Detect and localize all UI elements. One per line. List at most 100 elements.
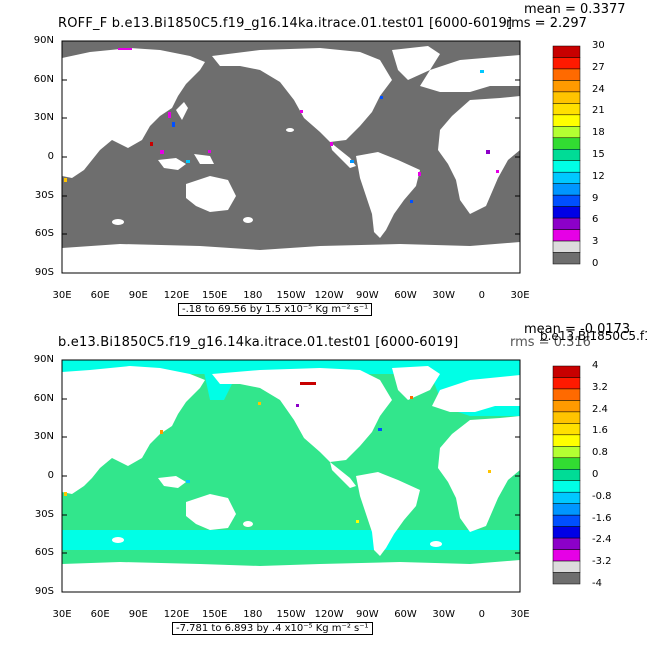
top-lon-label: 60E: [90, 290, 110, 301]
bottom-lon-label: 30E: [52, 609, 72, 620]
top-lon-label: 30E: [510, 290, 530, 301]
bottom-colorbar: [552, 365, 581, 585]
top-colorbar-label: 6: [592, 214, 599, 226]
top-colorbar-swatch: [552, 80, 581, 93]
top-lat-label: 30S: [34, 190, 54, 201]
bottom-colorbar-swatch: [552, 434, 581, 447]
bottom-axis-ticks: [62, 398, 520, 554]
bottom-overlap-title: b.e13.Bi1850C5.f19: [540, 329, 647, 343]
top-contour-range-label: -.18 to 69.56 by 1.5 x10⁻⁵ Kg m⁻² s⁻¹: [178, 303, 373, 316]
top-lon-label: 30W: [432, 290, 455, 301]
top-map-plot: [61, 40, 581, 274]
bottom-colorbar-swatch: [552, 446, 581, 459]
bottom-colorbar-label: 0.8: [592, 447, 608, 459]
top-lon-label: 180: [243, 290, 263, 301]
bottom-lon-label: 30E: [510, 609, 530, 620]
top-lon-label: 90E: [128, 290, 148, 301]
bottom-colorbar-swatch: [552, 411, 581, 424]
bottom-colorbar-label: -2.4: [592, 534, 612, 546]
top-colorbar-swatch: [552, 194, 581, 207]
bottom-lat-label: 30S: [34, 509, 54, 520]
bottom-lat-label: 60N: [33, 393, 54, 404]
bottom-colorbar-swatch: [552, 572, 581, 585]
top-colorbar-label: 30: [592, 40, 605, 51]
top-lon-label: 30E: [52, 290, 72, 301]
top-colorbar-label: 27: [592, 61, 605, 73]
top-colorbar-label: 3: [592, 236, 599, 248]
top-colorbar-label: 12: [592, 170, 605, 182]
top-colorbar-label: 24: [592, 83, 605, 95]
bottom-map-plot: [61, 359, 581, 593]
top-colorbar-swatch: [552, 103, 581, 116]
top-colorbar-label: 15: [592, 149, 605, 160]
bottom-lon-label: 150E: [201, 609, 228, 620]
bottom-colorbar-swatch: [552, 365, 581, 378]
bottom-colorbar-label: 2.4: [592, 403, 608, 415]
bottom-colorbar-label: -0.8: [592, 490, 612, 502]
bottom-lon-label: 30W: [432, 609, 455, 620]
bottom-lat-label: 90N: [33, 354, 54, 365]
bottom-colorbar-swatch: [552, 400, 581, 413]
top-colorbar-swatch: [552, 68, 581, 81]
bottom-colorbar-swatch: [552, 480, 581, 493]
top-land-mask: [62, 46, 520, 273]
top-colorbar-swatch: [552, 252, 581, 265]
bottom-colorbar-swatch: [552, 537, 581, 550]
top-mean-value: mean = 0.3377: [524, 2, 626, 17]
bottom-lon-label: 120E: [163, 609, 190, 620]
bottom-colorbar-label: -3.2: [592, 556, 612, 568]
top-colorbar-swatch: [552, 45, 581, 58]
bottom-mean-value: mean = -0.0173: [524, 322, 631, 337]
bottom-map-title: b.e13.Bi1850C5.f19_g16.14ka.itrace.01.te…: [58, 335, 459, 350]
bottom-contour-range-label: -7.781 to 6.893 by .4 x10⁻⁵ Kg m⁻² s⁻¹: [172, 622, 373, 635]
top-colorbar-swatch: [552, 160, 581, 173]
bottom-colorbar-swatch: [552, 560, 581, 573]
bottom-colorbar-swatch: [552, 503, 581, 516]
bottom-lon-label: 60W: [394, 609, 417, 620]
top-colorbar-label: 9: [592, 192, 599, 204]
top-colorbar-label: 18: [592, 127, 605, 139]
bottom-colorbar-swatch: [552, 457, 581, 470]
top-lat-label: 30N: [33, 112, 54, 123]
bottom-lat-label: 0: [47, 470, 54, 481]
top-lat-label: 90S: [34, 267, 54, 278]
top-colorbar-swatch: [552, 149, 581, 161]
bottom-colorbar-swatch: [552, 549, 581, 562]
bottom-colorbar-swatch: [552, 377, 581, 390]
top-lon-label: 120E: [163, 290, 190, 301]
bottom-lon-label: 120W: [314, 609, 344, 620]
bottom-map-panel: b.e13.Bi1850C5.f19_g16.14ka.itrace.01.te…: [0, 320, 647, 647]
bottom-colorbar-swatch: [552, 526, 581, 539]
top-lon-label: 0: [478, 290, 486, 301]
top-colorbar-swatch: [552, 229, 581, 242]
top-lat-label: 60S: [34, 228, 54, 239]
bottom-colorbar-label: 1.6: [592, 425, 608, 437]
top-lat-label: 60N: [33, 74, 54, 85]
top-colorbar-label: 21: [592, 105, 605, 117]
bottom-colorbar-label: -1.6: [592, 512, 612, 524]
top-colorbar-swatch: [552, 240, 581, 253]
bottom-colorbar-swatch: [552, 469, 581, 481]
bottom-lon-label: 90E: [128, 609, 148, 620]
bottom-colorbar-label: 4: [592, 360, 599, 371]
top-colorbar-label: 0: [592, 258, 599, 269]
bottom-anomaly-hotspots: [64, 382, 491, 523]
bottom-colorbar-label: -4: [592, 578, 602, 589]
top-colorbar-swatch: [552, 91, 581, 104]
bottom-lon-label: 90W: [356, 609, 379, 620]
top-lon-label: 150W: [276, 290, 306, 301]
top-lon-label: 150E: [201, 290, 228, 301]
bottom-colorbar-label: 0: [592, 469, 599, 480]
top-lat-label: 0: [47, 151, 54, 162]
top-axis-ticks: [62, 79, 520, 235]
top-lat-label: 90N: [33, 35, 54, 46]
bottom-colorbar-label: 3.2: [592, 381, 608, 393]
bottom-lon-label: 0: [478, 609, 486, 620]
top-lon-label: 60W: [394, 290, 417, 301]
bottom-colorbar-swatch: [552, 388, 581, 401]
bottom-colorbar-swatch: [552, 514, 581, 527]
top-colorbar-swatch: [552, 126, 581, 139]
top-rms-value: rms = 2.297: [506, 16, 587, 31]
bottom-lat-label: 90S: [34, 586, 54, 597]
bottom-rms-value: rms = 0.316: [510, 335, 591, 350]
